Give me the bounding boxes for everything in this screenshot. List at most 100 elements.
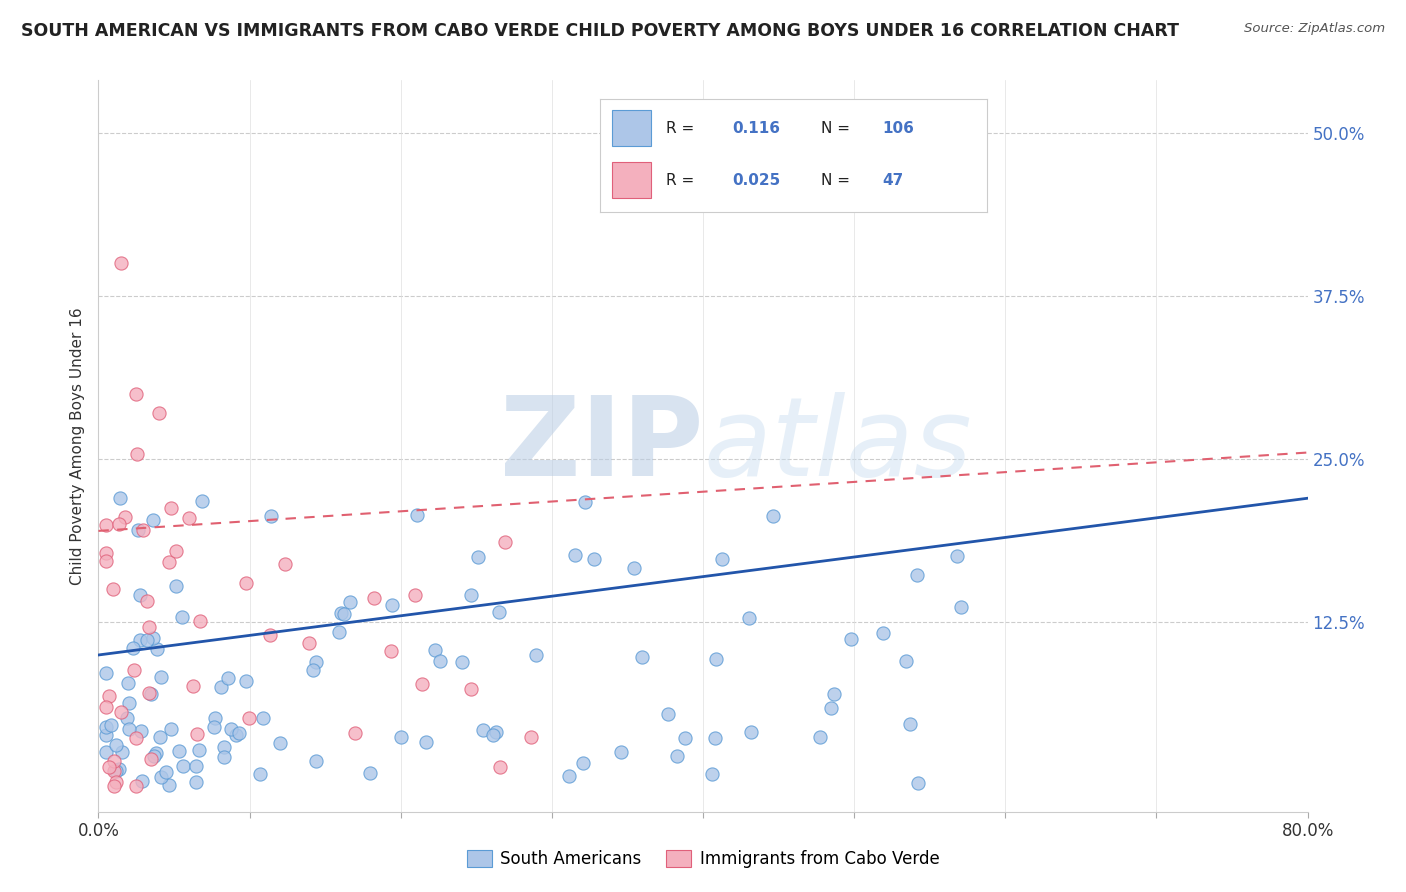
Point — [103, 779, 125, 793]
Point — [94, 745, 117, 759]
Point — [150, 670, 173, 684]
Point — [411, 677, 433, 691]
Point — [177, 510, 200, 524]
Point — [150, 770, 173, 784]
Point — [228, 725, 250, 739]
Point — [249, 767, 271, 781]
Point — [381, 599, 404, 613]
Point — [808, 730, 831, 744]
Point — [100, 718, 122, 732]
Point — [125, 447, 148, 461]
Point — [97, 689, 120, 703]
Point — [165, 544, 187, 558]
Point — [103, 764, 125, 778]
Point — [155, 765, 177, 780]
Point — [738, 611, 761, 625]
Point — [135, 594, 157, 608]
Point — [482, 728, 505, 742]
Point — [139, 687, 162, 701]
Point — [704, 731, 727, 746]
Point — [105, 764, 128, 778]
Point — [167, 744, 190, 758]
Point — [582, 551, 605, 566]
Point — [389, 730, 412, 744]
Point — [186, 727, 208, 741]
Point — [148, 406, 170, 420]
Legend: South Americans, Immigrants from Cabo Verde: South Americans, Immigrants from Cabo Ve… — [460, 843, 946, 875]
Point — [558, 769, 581, 783]
Point — [702, 767, 724, 781]
Point — [740, 725, 762, 739]
Point — [125, 779, 148, 793]
Point — [187, 743, 209, 757]
Point — [363, 591, 385, 606]
Point — [328, 624, 350, 639]
Point — [129, 724, 152, 739]
Point — [108, 516, 131, 531]
Point — [423, 643, 446, 657]
Point — [94, 665, 117, 680]
Point — [159, 501, 181, 516]
Point — [135, 632, 157, 647]
Point — [96, 699, 118, 714]
Point — [157, 779, 180, 793]
Point — [94, 546, 117, 560]
Point — [202, 720, 225, 734]
Point — [94, 518, 117, 533]
Point — [274, 557, 297, 571]
Point — [132, 523, 155, 537]
Point — [138, 686, 160, 700]
Point — [129, 588, 152, 602]
Point — [209, 681, 232, 695]
Point — [610, 745, 633, 759]
Point — [184, 759, 207, 773]
Point — [165, 579, 187, 593]
Point — [114, 510, 136, 524]
Point — [623, 561, 645, 575]
Point — [339, 595, 361, 609]
Point — [145, 746, 167, 760]
Point — [330, 606, 353, 620]
Point — [631, 650, 654, 665]
Point — [524, 648, 547, 662]
Point — [183, 679, 205, 693]
Point — [404, 588, 426, 602]
Point — [907, 776, 929, 790]
Point — [451, 655, 474, 669]
Point — [839, 632, 862, 646]
Point — [94, 554, 117, 568]
Point — [235, 575, 257, 590]
Point — [429, 654, 451, 668]
Point — [190, 494, 212, 508]
Point — [204, 711, 226, 725]
Text: SOUTH AMERICAN VS IMMIGRANTS FROM CABO VERDE CHILD POVERTY AMONG BOYS UNDER 16 C: SOUTH AMERICAN VS IMMIGRANTS FROM CABO V… — [21, 22, 1180, 40]
Point — [94, 728, 117, 742]
Point — [762, 509, 785, 524]
Point — [146, 642, 169, 657]
Point — [467, 549, 489, 564]
Point — [219, 722, 242, 736]
Point — [214, 740, 236, 755]
Point — [121, 640, 143, 655]
Point — [110, 256, 132, 270]
Point — [170, 610, 193, 624]
Point — [108, 762, 131, 776]
Point — [138, 620, 160, 634]
Point — [572, 756, 595, 770]
Point — [673, 731, 696, 745]
Point — [111, 745, 134, 759]
Point — [212, 749, 235, 764]
Point — [108, 491, 131, 506]
Point — [252, 711, 274, 725]
Point — [125, 386, 148, 401]
Point — [520, 730, 543, 744]
Point — [894, 654, 917, 668]
Point — [142, 513, 165, 527]
Point — [127, 523, 149, 537]
Point — [302, 663, 325, 677]
Point — [105, 739, 128, 753]
Point — [172, 759, 194, 773]
Text: ZIP: ZIP — [499, 392, 703, 500]
Point — [117, 676, 139, 690]
Point — [103, 754, 125, 768]
